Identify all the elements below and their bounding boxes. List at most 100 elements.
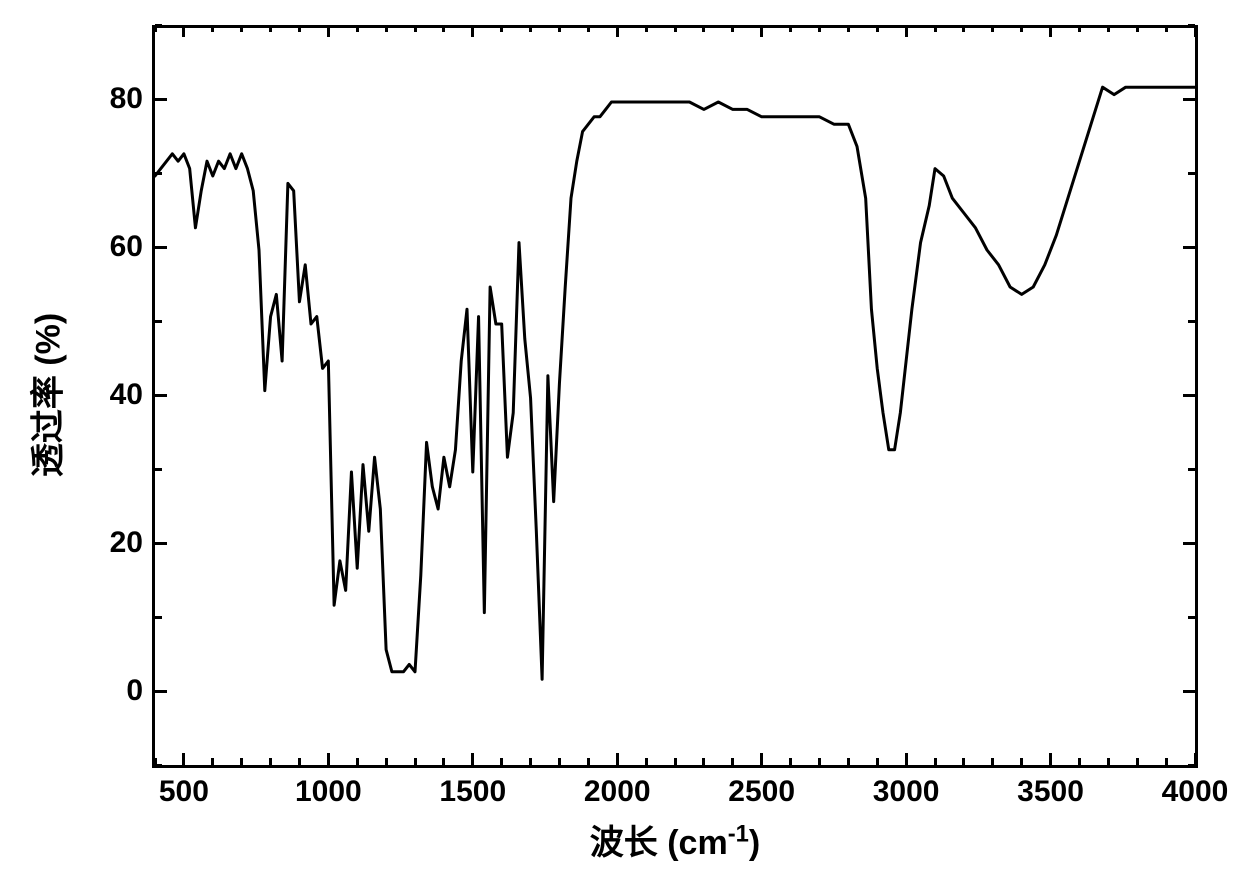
axis-tick <box>211 25 214 32</box>
plot-area <box>155 25 1198 768</box>
axis-tick <box>789 758 792 765</box>
y-axis-line <box>152 25 155 768</box>
axis-tick <box>1183 690 1195 693</box>
axis-tick <box>356 25 359 32</box>
y-tick-label: 40 <box>63 378 143 412</box>
axis-tick <box>182 753 185 765</box>
axis-tick <box>731 25 734 32</box>
y-tick-label: 20 <box>63 526 143 560</box>
axis-tick <box>818 758 821 765</box>
axis-tick <box>1078 758 1081 765</box>
axis-tick <box>155 616 162 619</box>
axis-tick <box>905 753 908 765</box>
axis-tick <box>155 394 167 397</box>
axis-tick <box>182 25 185 37</box>
x-axis-label: 波长 (cm-1) <box>590 815 760 864</box>
axis-tick <box>731 758 734 765</box>
axis-tick <box>587 758 590 765</box>
axis-tick <box>500 758 503 765</box>
axis-tick <box>240 758 243 765</box>
axis-tick <box>327 25 330 37</box>
axis-tick <box>298 758 301 765</box>
axis-tick <box>789 25 792 32</box>
axis-tick <box>934 25 937 32</box>
x-axis-line <box>155 765 1195 768</box>
axis-tick <box>1183 394 1195 397</box>
axis-tick <box>616 753 619 765</box>
x-axis-label-unit-sup: -1 <box>728 821 749 848</box>
axis-tick <box>298 25 301 32</box>
axis-tick <box>385 758 388 765</box>
axis-tick <box>1183 246 1195 249</box>
axis-tick <box>645 758 648 765</box>
axis-tick <box>760 753 763 765</box>
x-tick-label: 1000 <box>295 775 362 809</box>
axis-tick <box>962 25 965 32</box>
axis-tick <box>211 758 214 765</box>
axis-tick <box>1049 25 1052 37</box>
y-tick-label: 80 <box>63 82 143 116</box>
axis-tick <box>471 25 474 37</box>
axis-tick <box>1188 764 1195 767</box>
axis-tick <box>1107 25 1110 32</box>
axis-tick <box>154 25 157 32</box>
axis-tick <box>442 25 445 32</box>
axis-tick <box>991 25 994 32</box>
axis-tick <box>991 758 994 765</box>
axis-tick <box>442 758 445 765</box>
axis-tick <box>1188 24 1195 27</box>
axis-tick <box>1049 753 1052 765</box>
y-tick-label: 60 <box>63 230 143 264</box>
axis-tick <box>414 25 417 32</box>
axis-tick <box>876 25 879 32</box>
axis-tick <box>1188 616 1195 619</box>
x-tick-label: 2000 <box>584 775 651 809</box>
axis-tick <box>558 25 561 32</box>
axis-tick <box>529 25 532 32</box>
axis-tick <box>847 25 850 32</box>
axis-tick <box>240 25 243 32</box>
axis-tick <box>645 25 648 32</box>
axis-tick <box>1136 758 1139 765</box>
axis-tick <box>1165 25 1168 32</box>
y-axis-label-unit: (%) <box>30 313 68 375</box>
x-axis-label-unit-prefix: (cm <box>658 824 728 862</box>
axis-tick <box>155 320 162 323</box>
axis-tick <box>702 758 705 765</box>
x-tick-label: 3000 <box>873 775 940 809</box>
x-tick-label: 1500 <box>439 775 506 809</box>
axis-tick <box>1183 542 1195 545</box>
y-axis-label: 透过率 (%) <box>21 313 70 477</box>
axis-tick <box>1183 98 1195 101</box>
axis-tick <box>1136 25 1139 32</box>
x-axis-label-unit-suffix: ) <box>749 824 760 862</box>
axis-tick <box>155 690 167 693</box>
axis-tick <box>674 758 677 765</box>
axis-tick <box>674 25 677 32</box>
axis-tick <box>385 25 388 32</box>
axis-tick <box>155 468 162 471</box>
axis-tick <box>1020 25 1023 32</box>
x-tick-label: 4000 <box>1162 775 1229 809</box>
axis-tick <box>905 25 908 37</box>
axis-tick <box>327 753 330 765</box>
axis-tick <box>616 25 619 37</box>
axis-tick <box>155 98 167 101</box>
axis-tick <box>818 25 821 32</box>
axis-tick <box>269 25 272 32</box>
x-tick-label: 3500 <box>1017 775 1084 809</box>
axis-tick <box>1165 758 1168 765</box>
axis-tick <box>1188 320 1195 323</box>
axis-tick <box>471 753 474 765</box>
axis-tick <box>155 764 162 767</box>
axis-tick <box>1188 172 1195 175</box>
axis-tick <box>1188 468 1195 471</box>
y-axis-label-main: 透过率 <box>30 375 68 477</box>
axis-tick <box>587 25 590 32</box>
axis-tick <box>760 25 763 37</box>
axis-tick <box>529 758 532 765</box>
axis-tick <box>356 758 359 765</box>
axis-tick <box>414 758 417 765</box>
axis-tick <box>934 758 937 765</box>
ir-spectrum-figure: 5001000150020002500300035004000020406080… <box>0 0 1240 894</box>
